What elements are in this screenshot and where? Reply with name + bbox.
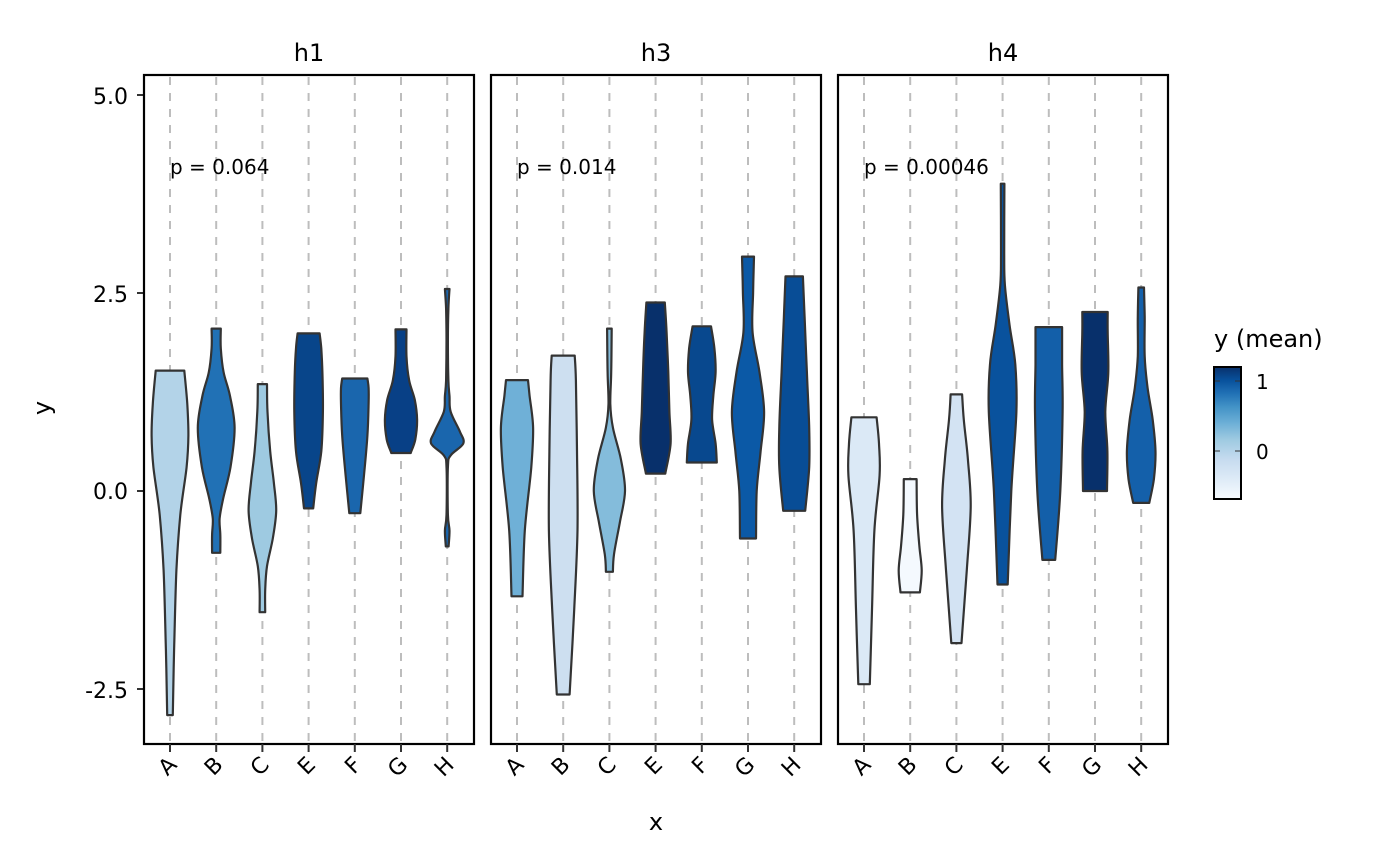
- x-tick-label: A: [154, 753, 182, 781]
- violin-h3-C: [592, 327, 627, 573]
- violin-h1-C: [247, 383, 278, 614]
- p-value-label: p = 0.064: [170, 155, 269, 179]
- legend-title: y (mean): [1214, 325, 1323, 353]
- legend-label: 0: [1256, 440, 1269, 464]
- p-value-label: p = 0.00046: [864, 155, 989, 179]
- violin-h1-G: [383, 328, 419, 455]
- y-tick-label: 5.0: [93, 85, 128, 110]
- x-tick-label: H: [1124, 753, 1153, 782]
- violin-h1-A: [150, 369, 190, 717]
- violin-h4-E: [987, 182, 1018, 586]
- violin-h3-G: [730, 255, 766, 540]
- legend-label: 1: [1256, 370, 1269, 394]
- violin-h3-A: [499, 379, 535, 598]
- y-tick-label: -2.5: [85, 679, 128, 704]
- facet-title: h4: [988, 39, 1018, 67]
- violin-h3-E: [639, 301, 672, 475]
- facet-panel-h3: h3 p = 0.014 A B C E F G H: [489, 39, 823, 783]
- violin-h1-H: [429, 287, 465, 548]
- facet-title: h3: [641, 39, 671, 67]
- y-axis-title: y: [28, 401, 56, 415]
- violin-h1-E: [293, 332, 325, 510]
- x-tick-label: A: [848, 753, 876, 781]
- x-tick-label: F: [687, 753, 714, 780]
- x-tick-label: E: [640, 753, 668, 781]
- x-tick-label: A: [501, 753, 529, 781]
- y-tick-label: 0.0: [93, 480, 128, 505]
- violin-h4-A: [847, 416, 881, 686]
- violin-h4-H: [1125, 286, 1157, 504]
- x-tick-label: G: [1078, 753, 1108, 783]
- violin-h1-B: [196, 327, 236, 554]
- x-tick-label: C: [246, 753, 275, 782]
- x-tick-label: G: [730, 753, 760, 783]
- violin-h1-F: [339, 377, 370, 515]
- violin-h4-B: [897, 478, 923, 594]
- legend-colorbar: [1213, 366, 1242, 500]
- x-tick-label: G: [383, 753, 413, 783]
- y-axis: 5.0 2.5 0.0 -2.5 y: [28, 85, 144, 704]
- x-tick-label: H: [430, 753, 459, 782]
- violin-h3-F: [685, 325, 718, 464]
- facet-panel-h4: h4 p = 0.00046 A B C E F G H: [836, 39, 1170, 783]
- x-tick-label: F: [340, 753, 367, 780]
- violin-h4-C: [940, 393, 972, 645]
- violin-h4-F: [1033, 326, 1064, 561]
- violin-h4-G: [1080, 310, 1110, 493]
- x-tick-label: E: [293, 753, 321, 781]
- x-tick-label: C: [593, 753, 622, 782]
- violin-h3-H: [777, 275, 811, 512]
- violin-h3-B: [547, 354, 579, 696]
- x-tick-label: F: [1034, 753, 1061, 780]
- x-axis-title: x: [649, 808, 663, 836]
- x-tick-label: H: [777, 753, 806, 782]
- x-tick-label: E: [987, 753, 1015, 781]
- color-legend: y (mean) 1 0: [1213, 325, 1323, 500]
- facet-title: h1: [294, 39, 324, 67]
- x-tick-label: B: [547, 753, 575, 781]
- p-value-label: p = 0.014: [517, 155, 616, 179]
- x-tick-label: B: [894, 753, 922, 781]
- x-tick-label: B: [200, 753, 228, 781]
- facet-panel-h1: h1 p = 0.064 A B C E F G H: [142, 39, 476, 783]
- x-tick-label: C: [940, 753, 969, 782]
- y-tick-label: 2.5: [93, 283, 128, 308]
